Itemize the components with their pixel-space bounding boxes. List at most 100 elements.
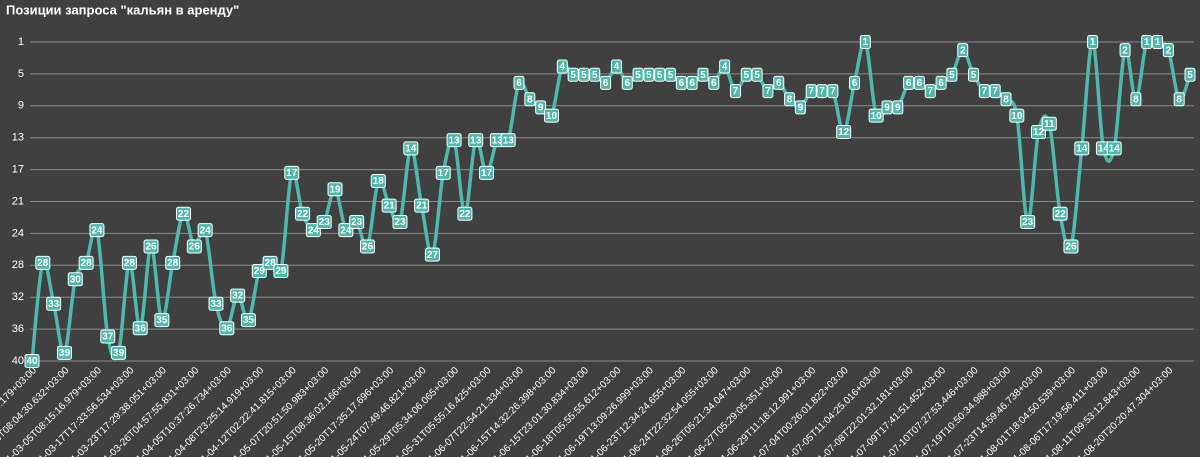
value-label-box: [935, 75, 947, 90]
value-label: 28: [167, 258, 179, 269]
data-point: 29: [273, 264, 289, 279]
data-point: 9: [881, 100, 893, 115]
value-label-box: [132, 321, 148, 336]
value-label: 30: [70, 274, 82, 285]
y-tick-label: 13: [12, 132, 24, 144]
value-label-box: [859, 35, 871, 49]
data-point: 39: [56, 345, 72, 360]
value-label: 40: [26, 356, 38, 367]
value-label: 7: [733, 86, 739, 97]
value-label-box: [392, 214, 408, 229]
value-label-box: [446, 133, 462, 148]
value-label: 13: [492, 135, 504, 146]
value-label-box: [197, 223, 213, 238]
data-point: 14: [1106, 141, 1122, 156]
value-label-box: [468, 133, 484, 148]
value-label: 10: [546, 111, 558, 122]
value-label: 29: [275, 266, 287, 277]
data-point: 5: [751, 67, 763, 82]
value-label-box: [556, 59, 568, 74]
value-label: 11: [1044, 119, 1055, 130]
data-point: 7: [729, 84, 741, 99]
data-point: 8: [784, 92, 796, 107]
value-label: 8: [527, 94, 533, 105]
value-label-box: [424, 247, 440, 262]
value-label: 35: [243, 315, 255, 326]
value-label: 36: [221, 323, 233, 334]
value-label: 13: [449, 135, 461, 146]
y-tick-label: 40: [12, 355, 24, 367]
value-label: 5: [971, 70, 977, 81]
data-point: 14: [403, 141, 419, 156]
value-label: 23: [394, 217, 406, 228]
value-label: 14: [1109, 143, 1121, 154]
data-point: 7: [762, 84, 774, 99]
value-label: 4: [722, 62, 728, 73]
data-point: 4: [556, 59, 568, 74]
data-point: 22: [457, 206, 473, 221]
data-point: 1: [1087, 35, 1099, 49]
value-label-box: [165, 255, 181, 270]
value-label: 28: [81, 258, 93, 269]
value-label: 6: [689, 78, 695, 89]
value-label: 2: [1166, 45, 1172, 56]
value-label-box: [946, 67, 958, 82]
value-label: 9: [895, 103, 901, 114]
value-label-box: [176, 206, 192, 221]
value-label: 7: [765, 86, 771, 97]
data-point: 6: [600, 75, 612, 90]
data-point: 5: [654, 67, 666, 82]
value-label-box: [632, 67, 644, 82]
data-point: 4: [610, 59, 622, 74]
value-label-box: [1106, 141, 1122, 156]
value-label: 26: [189, 242, 201, 253]
value-label: 5: [635, 70, 641, 81]
value-label: 27: [427, 250, 439, 261]
data-point: 26: [186, 239, 202, 254]
data-point: 33: [208, 296, 224, 311]
value-label: 1: [1155, 37, 1161, 48]
value-label: 5: [754, 70, 760, 81]
data-point: 23: [392, 214, 408, 229]
value-label: 39: [113, 348, 125, 359]
value-label: 5: [1187, 70, 1193, 81]
data-point: 14: [1074, 141, 1090, 156]
value-label: 6: [852, 78, 858, 89]
data-point: 2: [1119, 43, 1131, 58]
data-point: 5: [697, 67, 709, 82]
data-point: 22: [295, 206, 311, 221]
value-label-box: [535, 100, 547, 115]
value-label: 5: [668, 70, 674, 81]
value-label-box: [805, 84, 817, 99]
value-label-box: [827, 84, 839, 99]
value-label-box: [1000, 92, 1012, 107]
value-label-box: [500, 133, 516, 148]
value-label: 6: [711, 78, 717, 89]
value-label-box: [903, 75, 915, 90]
value-label: 29: [254, 266, 266, 277]
value-label: 7: [927, 86, 933, 97]
value-label-box: [457, 206, 473, 221]
value-label: 7: [808, 86, 814, 97]
data-point: 1: [1152, 35, 1164, 49]
data-point: 2: [1162, 43, 1174, 58]
data-point: 13: [468, 133, 484, 148]
data-point: 7: [978, 84, 990, 99]
data-point: 26: [359, 239, 375, 254]
value-label-box: [208, 296, 224, 311]
value-label: 22: [459, 209, 471, 220]
data-point: 9: [535, 100, 547, 115]
value-label-box: [100, 329, 116, 344]
data-point: 28: [35, 255, 51, 270]
data-point: 39: [111, 345, 127, 360]
data-point: 26: [1063, 239, 1079, 254]
data-point: 5: [578, 67, 590, 82]
data-point: 27: [424, 247, 440, 262]
data-point: 4: [719, 59, 731, 74]
value-label-box: [589, 67, 601, 82]
value-label-box: [719, 59, 731, 74]
data-point: 32: [230, 288, 246, 303]
value-label: 26: [1065, 242, 1077, 253]
data-point: 6: [686, 75, 698, 90]
